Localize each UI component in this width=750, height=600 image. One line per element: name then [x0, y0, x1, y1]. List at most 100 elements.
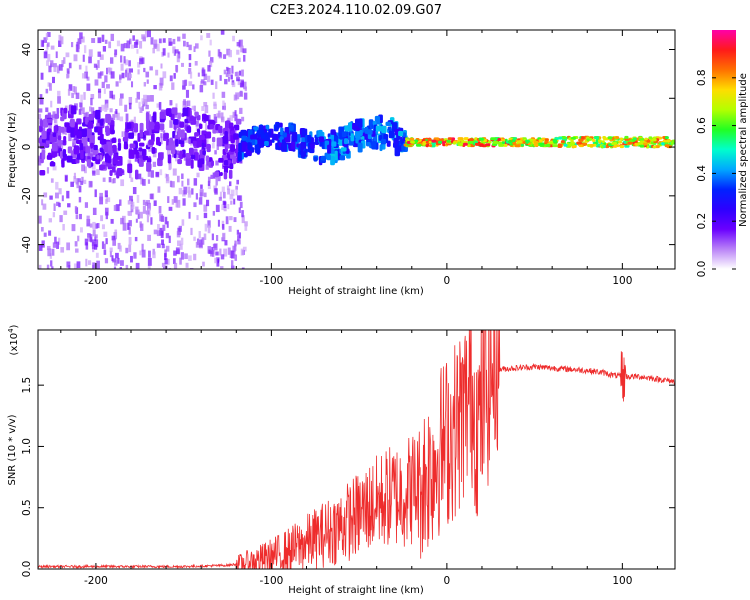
spectrogram-frame [37, 29, 676, 270]
noise-cell [149, 95, 153, 101]
snr-y-axis-label: SNR (10 * v/v) [7, 414, 18, 485]
spectral-cell [148, 139, 155, 146]
noise-cell [66, 242, 71, 251]
spectral-cell [310, 143, 315, 149]
noise-cell [162, 71, 167, 79]
noise-cell [150, 170, 154, 178]
spectral-cell [218, 125, 223, 134]
spectral-cell [206, 143, 211, 153]
noise-cell [222, 100, 225, 106]
noise-cell [75, 92, 80, 99]
spectral-cell [230, 144, 236, 152]
noise-cell [130, 201, 135, 207]
spectral-cell [485, 143, 491, 147]
noise-cell [139, 221, 142, 228]
noise-cell [79, 227, 83, 233]
noise-cell [97, 37, 102, 44]
spectral-cell [54, 113, 60, 119]
noise-cell [127, 200, 132, 205]
noise-cell [112, 114, 116, 120]
noise-cell [128, 96, 133, 105]
noise-cell [55, 51, 58, 59]
spectral-cell [57, 135, 62, 141]
noise-cell [156, 103, 161, 108]
spectral-cell [320, 155, 326, 161]
snr-scale-exponent: 4 [7, 328, 15, 333]
noise-cell [50, 45, 55, 50]
spectral-cell [576, 141, 583, 145]
noise-cell [214, 188, 218, 195]
noise-cell [124, 59, 129, 66]
spectral-cell [233, 133, 239, 140]
spectral-cell [148, 121, 155, 130]
noise-cell [66, 261, 71, 268]
spectral-cell [89, 135, 95, 145]
noise-cell [183, 186, 187, 195]
noise-cell [40, 72, 44, 80]
spectral-cell [100, 164, 106, 170]
noise-cell [208, 50, 211, 57]
noise-cell [229, 216, 233, 221]
colorbar: 0.0 0.2 0.4 0.6 0.8 Normalized spectral ampl… [696, 30, 749, 277]
noise-cell [92, 170, 96, 176]
noise-cell [225, 216, 229, 225]
noise-cell [99, 54, 104, 60]
spectral-cell [209, 124, 214, 129]
noise-cell [223, 201, 227, 208]
spectral-cell [664, 136, 669, 140]
spectral-cell [105, 127, 110, 136]
spectral-cell [379, 144, 383, 152]
spectral-cell [173, 118, 179, 125]
spectral-cell [157, 152, 164, 161]
noise-cell [242, 48, 247, 54]
spectral-cell [561, 136, 567, 140]
noise-cell [39, 94, 43, 100]
spectral-cell [196, 137, 202, 148]
spectral-cell [129, 143, 136, 149]
noise-cell [119, 245, 122, 252]
spectral-cell [415, 143, 422, 147]
noise-cell [139, 148, 142, 157]
noise-cell [179, 257, 182, 265]
noise-cell [114, 170, 118, 176]
spectral-cell [99, 119, 104, 126]
spectral-cell [291, 140, 296, 150]
noise-cell [107, 67, 111, 73]
noise-cell [120, 43, 125, 52]
spectral-cell [186, 126, 192, 133]
snr-series-line [38, 330, 675, 569]
noise-cell [228, 225, 232, 232]
noise-cell [188, 54, 192, 61]
spectral-cell [159, 123, 165, 131]
spectral-cell [398, 130, 404, 137]
spectral-cell [165, 108, 172, 117]
noise-cell [182, 85, 186, 90]
noise-cell [115, 109, 118, 114]
noise-cell [204, 105, 209, 114]
noise-cell [74, 205, 78, 213]
spectral-cell [67, 146, 73, 154]
noise-cell [226, 185, 230, 190]
noise-cell [135, 98, 138, 103]
noise-cell [144, 30, 148, 38]
colorbar-ticks: 0.0 0.2 0.4 0.6 0.8 [696, 69, 736, 277]
noise-cell [90, 94, 95, 100]
noise-cell [172, 168, 177, 176]
spectral-cell [501, 141, 506, 145]
spectral-cell [525, 139, 530, 143]
noise-cell [121, 170, 125, 175]
noise-cell [168, 41, 173, 46]
spectral-cell [393, 137, 399, 145]
noise-cell [82, 54, 85, 62]
noise-cell [85, 242, 89, 250]
spectral-cell [597, 139, 602, 143]
noise-cell [244, 86, 247, 92]
noise-cell [216, 258, 220, 264]
noise-cell [236, 71, 240, 79]
noise-cell [139, 40, 143, 49]
noise-cell [109, 250, 112, 258]
colorbar-tick-label: 0.0 [696, 261, 708, 278]
noise-cell [73, 263, 78, 269]
spectral-cell [105, 113, 111, 124]
spectral-cell [77, 130, 82, 139]
